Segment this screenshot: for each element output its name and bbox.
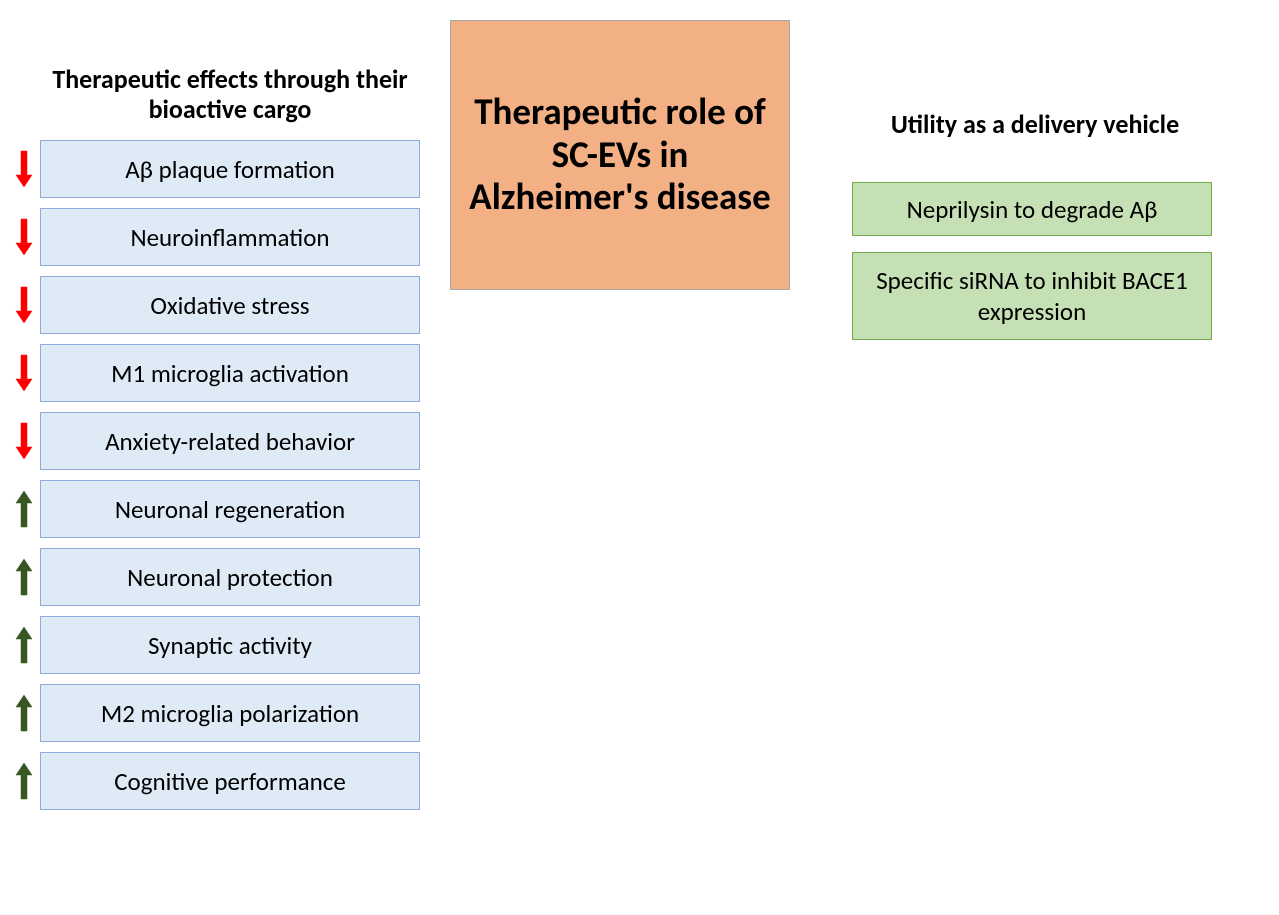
arrow-down-icon [8, 208, 40, 266]
center-title-text: Therapeutic role of SC-EVs in Alzheimer'… [461, 91, 779, 219]
delivery-label-box: Specific siRNA to inhibit BACE1 expressi… [852, 252, 1212, 340]
effect-label-text: Neuroinflammation [130, 222, 329, 253]
center-title-box: Therapeutic role of SC-EVs in Alzheimer'… [450, 20, 790, 290]
arrow-up-icon [8, 684, 40, 742]
effect-label-text: M1 microglia activation [111, 358, 349, 389]
effect-row: M1 microglia activation [8, 344, 420, 402]
effect-row: Neuronal regeneration [8, 480, 420, 538]
effect-label-box: Neuronal protection [40, 548, 420, 606]
delivery-label-box: Neprilysin to degrade Aβ [852, 182, 1212, 236]
effect-label-box: Synaptic activity [40, 616, 420, 674]
effect-row: Synaptic activity [8, 616, 420, 674]
arrow-up-icon [8, 616, 40, 674]
effect-label-box: M2 microglia polarization [40, 684, 420, 742]
effect-label-box: Oxidative stress [40, 276, 420, 334]
arrow-up-icon [8, 480, 40, 538]
effect-row: Anxiety-related behavior [8, 412, 420, 470]
effect-row: Cognitive performance [8, 752, 420, 810]
right-section-heading: Utility as a delivery vehicle [870, 110, 1200, 140]
effect-label-text: M2 microglia polarization [101, 698, 359, 729]
effect-row: Aβ plaque formation [8, 140, 420, 198]
effect-label-text: Anxiety-related behavior [105, 426, 355, 457]
effect-label-box: M1 microglia activation [40, 344, 420, 402]
effect-label-text: Neuronal protection [127, 562, 333, 593]
arrow-down-icon [8, 140, 40, 198]
arrow-up-icon [8, 752, 40, 810]
delivery-label-text: Specific siRNA to inhibit BACE1 expressi… [863, 265, 1201, 327]
effect-label-text: Synaptic activity [148, 630, 312, 661]
arrow-up-icon [8, 548, 40, 606]
effect-label-text: Aβ plaque formation [125, 154, 335, 185]
arrow-down-icon [8, 276, 40, 334]
right-heading-text: Utility as a delivery vehicle [891, 108, 1179, 140]
left-heading-text: Therapeutic effects through their bioact… [52, 63, 407, 125]
effect-label-text: Oxidative stress [150, 290, 309, 321]
effect-row: Neuroinflammation [8, 208, 420, 266]
left-section-heading: Therapeutic effects through their bioact… [30, 65, 430, 125]
effect-row: Neuronal protection [8, 548, 420, 606]
effect-label-box: Anxiety-related behavior [40, 412, 420, 470]
effect-label-box: Cognitive performance [40, 752, 420, 810]
effect-row: M2 microglia polarization [8, 684, 420, 742]
arrow-down-icon [8, 344, 40, 402]
effect-label-box: Neuronal regeneration [40, 480, 420, 538]
effect-label-text: Cognitive performance [114, 766, 346, 797]
arrow-down-icon [8, 412, 40, 470]
effect-label-box: Aβ plaque formation [40, 140, 420, 198]
effect-label-text: Neuronal regeneration [115, 494, 345, 525]
effect-row: Oxidative stress [8, 276, 420, 334]
delivery-label-text: Neprilysin to degrade Aβ [907, 194, 1158, 225]
effect-label-box: Neuroinflammation [40, 208, 420, 266]
